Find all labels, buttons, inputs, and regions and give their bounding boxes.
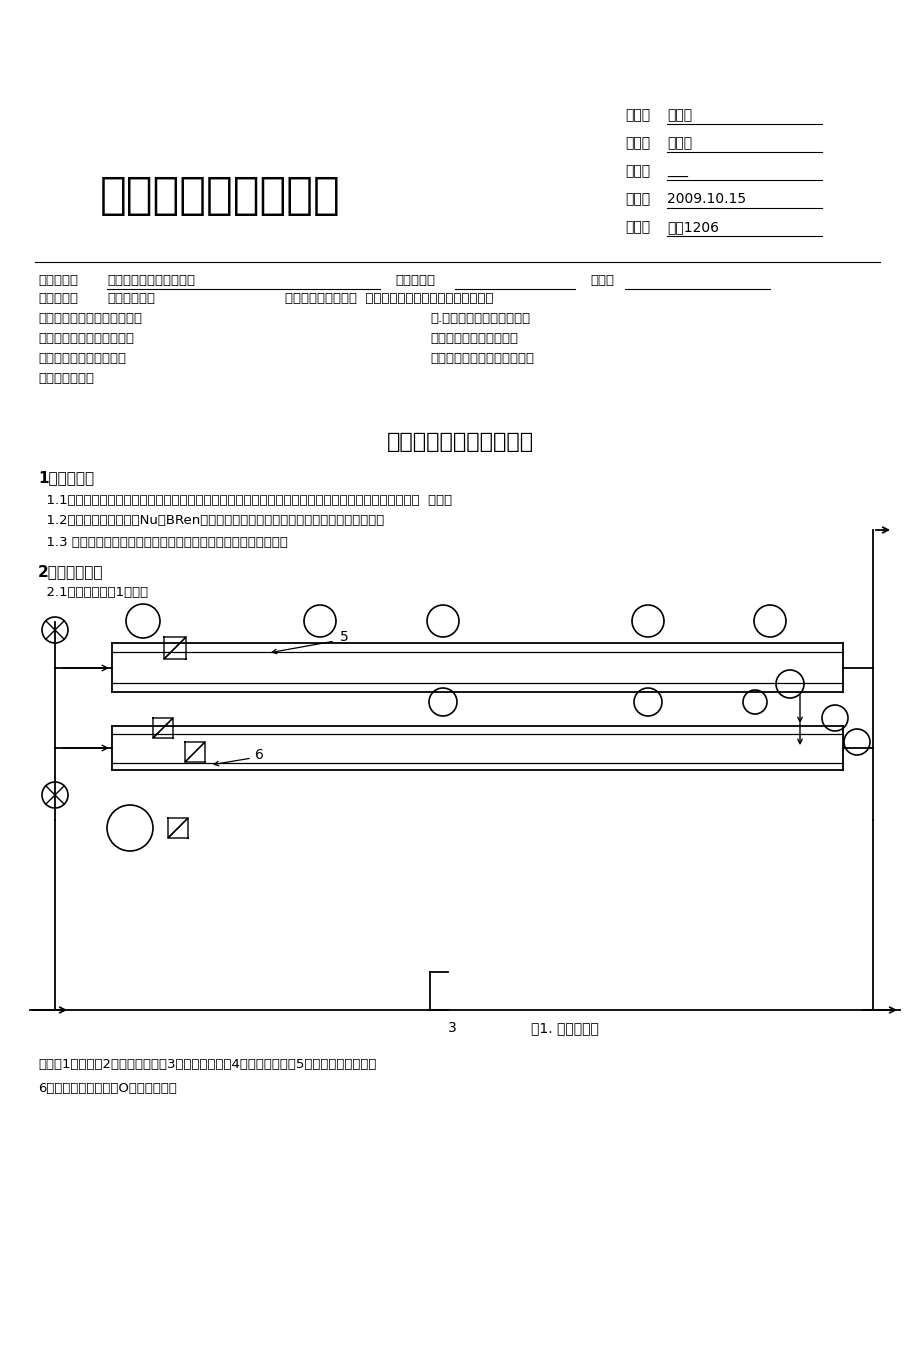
Text: 图1. 装置示意图: 图1. 装置示意图 [530, 1021, 598, 1034]
Text: 日期：: 日期： [624, 192, 650, 206]
Text: 指导老师：: 指导老师： [394, 273, 435, 287]
Text: 5: 5 [340, 630, 348, 643]
Text: 专业：: 专业： [624, 108, 650, 122]
Text: 一、实验目的和要求（必填）: 一、实验目的和要求（必填） [38, 313, 142, 325]
Text: 高分子: 高分子 [666, 108, 691, 122]
Text: 课程名称：: 课程名称： [38, 273, 78, 287]
Text: 3: 3 [448, 1021, 456, 1034]
Text: 二.实验内容和原理（必填）: 二.实验内容和原理（必填） [429, 313, 529, 325]
Text: 2装置与流程：: 2装置与流程： [38, 564, 104, 579]
Text: 教十1206: 教十1206 [666, 220, 719, 235]
Text: 学号：: 学号： [624, 165, 650, 178]
Text: 2009.10.15: 2009.10.15 [666, 192, 745, 206]
Text: 地点：: 地点： [624, 220, 650, 235]
Text: 五、实验数据记录和处理: 五、实验数据记录和处理 [38, 353, 126, 365]
Text: 2.1实验装置如图1所示：: 2.1实验装置如图1所示： [38, 586, 148, 600]
Text: 1实验目的：: 1实验目的： [38, 471, 94, 486]
Text: 横管对流传热系数的测定: 横管对流传热系数的测定 [386, 432, 533, 451]
Text: 成绩：: 成绩： [589, 273, 613, 287]
Text: 传热综合实验: 传热综合实验 [107, 292, 154, 306]
Text: 6: 6 [255, 748, 264, 761]
Text: 实验类型：工程实验  同组学生姓名：张子宽、王浩、任欣: 实验类型：工程实验 同组学生姓名：张子宽、王浩、任欣 [285, 292, 493, 306]
Text: 1.3 了解温度、加热功率、空气流量的自动控制原理和使用方法。: 1.3 了解温度、加热功率、空气流量的自动控制原理和使用方法。 [38, 535, 288, 549]
Text: 七、讨论、心得: 七、讨论、心得 [38, 373, 94, 386]
Text: 1.1掌握空气在普通和强化传热管内的对流传热系数的测定方法，了解影响传热系数的因素和强化传热的  途径。: 1.1掌握空气在普通和强化传热管内的对流传热系数的测定方法，了解影响传热系数的因… [38, 494, 451, 506]
Text: 6－强化套管换热器；O－温度传感器: 6－强化套管换热器；O－温度传感器 [38, 1081, 176, 1095]
Text: 姓名：: 姓名： [624, 136, 650, 150]
Text: 过程工程原理实验（乙）: 过程工程原理实验（乙） [107, 273, 195, 287]
Text: 四、操作方法和实验步骤: 四、操作方法和实验步骤 [429, 332, 517, 346]
Text: ___: ___ [666, 165, 687, 178]
Text: 六、实验结果与分析（必填）: 六、实验结果与分析（必填） [429, 353, 533, 365]
Text: 溯户丄、唆实验报告: 溯户丄、唆实验报告 [100, 173, 340, 217]
Text: 1.2把测得的数据整理成Nu＝BRen形式的准数方程式，并与教材中相应公式进行比较。: 1.2把测得的数据整理成Nu＝BRen形式的准数方程式，并与教材中相应公式进行比… [38, 514, 384, 527]
Text: 实验名称：: 实验名称： [38, 292, 78, 306]
Text: 三、主要仪器设备（必填）: 三、主要仪器设备（必填） [38, 332, 134, 346]
Text: 吴钰龙: 吴钰龙 [666, 136, 691, 150]
Text: 其中：1－风机；2－蒸汽发生器；3－孔板流量计；4－压差传感器；5－普通套管换热器；: 其中：1－风机；2－蒸汽发生器；3－孔板流量计；4－压差传感器；5－普通套管换热… [38, 1059, 376, 1072]
